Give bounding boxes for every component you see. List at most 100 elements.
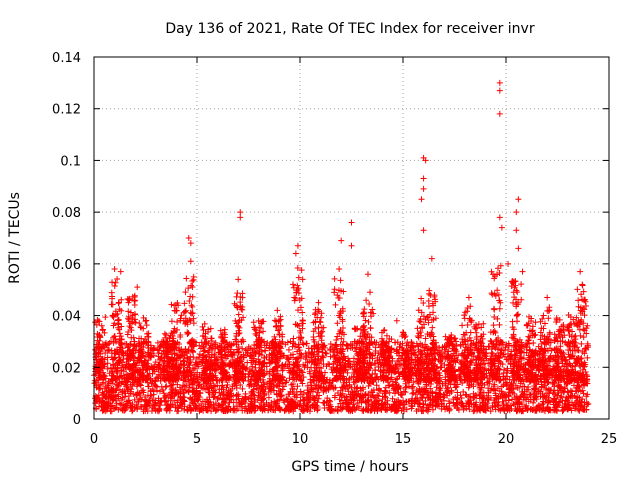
data-point — [125, 376, 132, 383]
data-point — [208, 354, 215, 361]
data-point — [332, 374, 339, 381]
data-point — [174, 381, 181, 388]
data-point — [250, 370, 257, 377]
data-point — [466, 382, 473, 389]
data-point — [135, 349, 142, 356]
data-point — [476, 406, 483, 413]
data-point — [255, 392, 262, 399]
data-point — [368, 374, 375, 381]
data-point — [233, 384, 240, 391]
data-point — [467, 397, 474, 404]
data-point — [460, 388, 467, 395]
data-point — [136, 320, 143, 327]
data-point — [261, 403, 268, 410]
data-point — [553, 406, 560, 413]
data-point — [568, 407, 575, 414]
data-point — [204, 349, 211, 356]
data-point — [552, 399, 559, 406]
data-point — [403, 383, 410, 390]
data-point — [520, 355, 527, 362]
data-point — [136, 390, 143, 397]
data-point — [349, 405, 356, 412]
data-point — [400, 329, 407, 336]
data-point — [394, 358, 401, 365]
data-point — [446, 390, 453, 397]
data-point — [189, 303, 196, 310]
data-point — [404, 339, 411, 346]
data-point — [149, 364, 156, 371]
data-point — [256, 351, 263, 358]
data-point — [255, 382, 262, 389]
data-point — [176, 346, 183, 353]
data-point — [454, 395, 461, 402]
data-point — [131, 298, 138, 305]
data-point — [99, 327, 106, 334]
data-point — [254, 385, 261, 392]
data-point — [501, 408, 508, 415]
data-point — [127, 324, 134, 331]
data-point — [399, 333, 406, 340]
data-point — [273, 391, 280, 398]
data-point — [403, 398, 410, 405]
data-point — [207, 325, 214, 332]
data-point — [191, 391, 198, 398]
data-point — [496, 387, 503, 394]
data-point — [144, 349, 151, 356]
data-point — [223, 394, 230, 401]
data-point — [237, 354, 244, 361]
data-point — [162, 384, 169, 391]
data-point — [466, 400, 473, 407]
data-point — [381, 387, 388, 394]
data-point — [218, 407, 225, 414]
data-point — [160, 368, 167, 375]
data-point — [336, 365, 343, 372]
data-point — [220, 361, 227, 368]
data-point — [244, 359, 251, 366]
data-point — [315, 377, 322, 384]
data-point — [371, 360, 378, 367]
data-point — [367, 393, 374, 400]
data-point — [433, 343, 440, 350]
data-point — [397, 355, 404, 362]
data-point — [230, 399, 237, 406]
data-point — [117, 373, 124, 380]
data-point — [343, 393, 350, 400]
data-point — [97, 348, 104, 355]
data-point — [541, 407, 548, 414]
data-point — [193, 403, 200, 410]
data-point — [494, 402, 501, 409]
data-point — [131, 341, 138, 348]
data-point — [295, 341, 302, 348]
data-point — [277, 350, 284, 357]
data-point — [427, 396, 434, 403]
data-point — [436, 372, 443, 379]
data-point — [169, 337, 176, 344]
data-point — [258, 370, 265, 377]
data-point — [584, 391, 591, 398]
data-point — [101, 403, 108, 410]
data-point — [290, 335, 297, 342]
data-point — [126, 297, 133, 304]
data-point — [189, 277, 196, 284]
data-point — [402, 375, 409, 382]
data-point — [239, 345, 246, 352]
data-point — [265, 401, 272, 408]
data-point — [580, 406, 587, 413]
data-point — [306, 368, 313, 375]
data-point — [131, 292, 138, 299]
data-point — [334, 407, 341, 414]
data-point — [233, 341, 240, 348]
data-point — [340, 338, 347, 345]
data-point — [360, 374, 367, 381]
data-point — [97, 372, 104, 379]
data-point — [258, 397, 265, 404]
data-point — [117, 401, 124, 408]
data-point — [351, 345, 358, 352]
data-point — [309, 388, 316, 395]
data-point — [104, 360, 111, 367]
data-point — [145, 383, 152, 390]
data-point — [553, 407, 560, 414]
data-point — [305, 345, 312, 352]
data-point — [112, 279, 119, 286]
data-point — [295, 307, 302, 314]
